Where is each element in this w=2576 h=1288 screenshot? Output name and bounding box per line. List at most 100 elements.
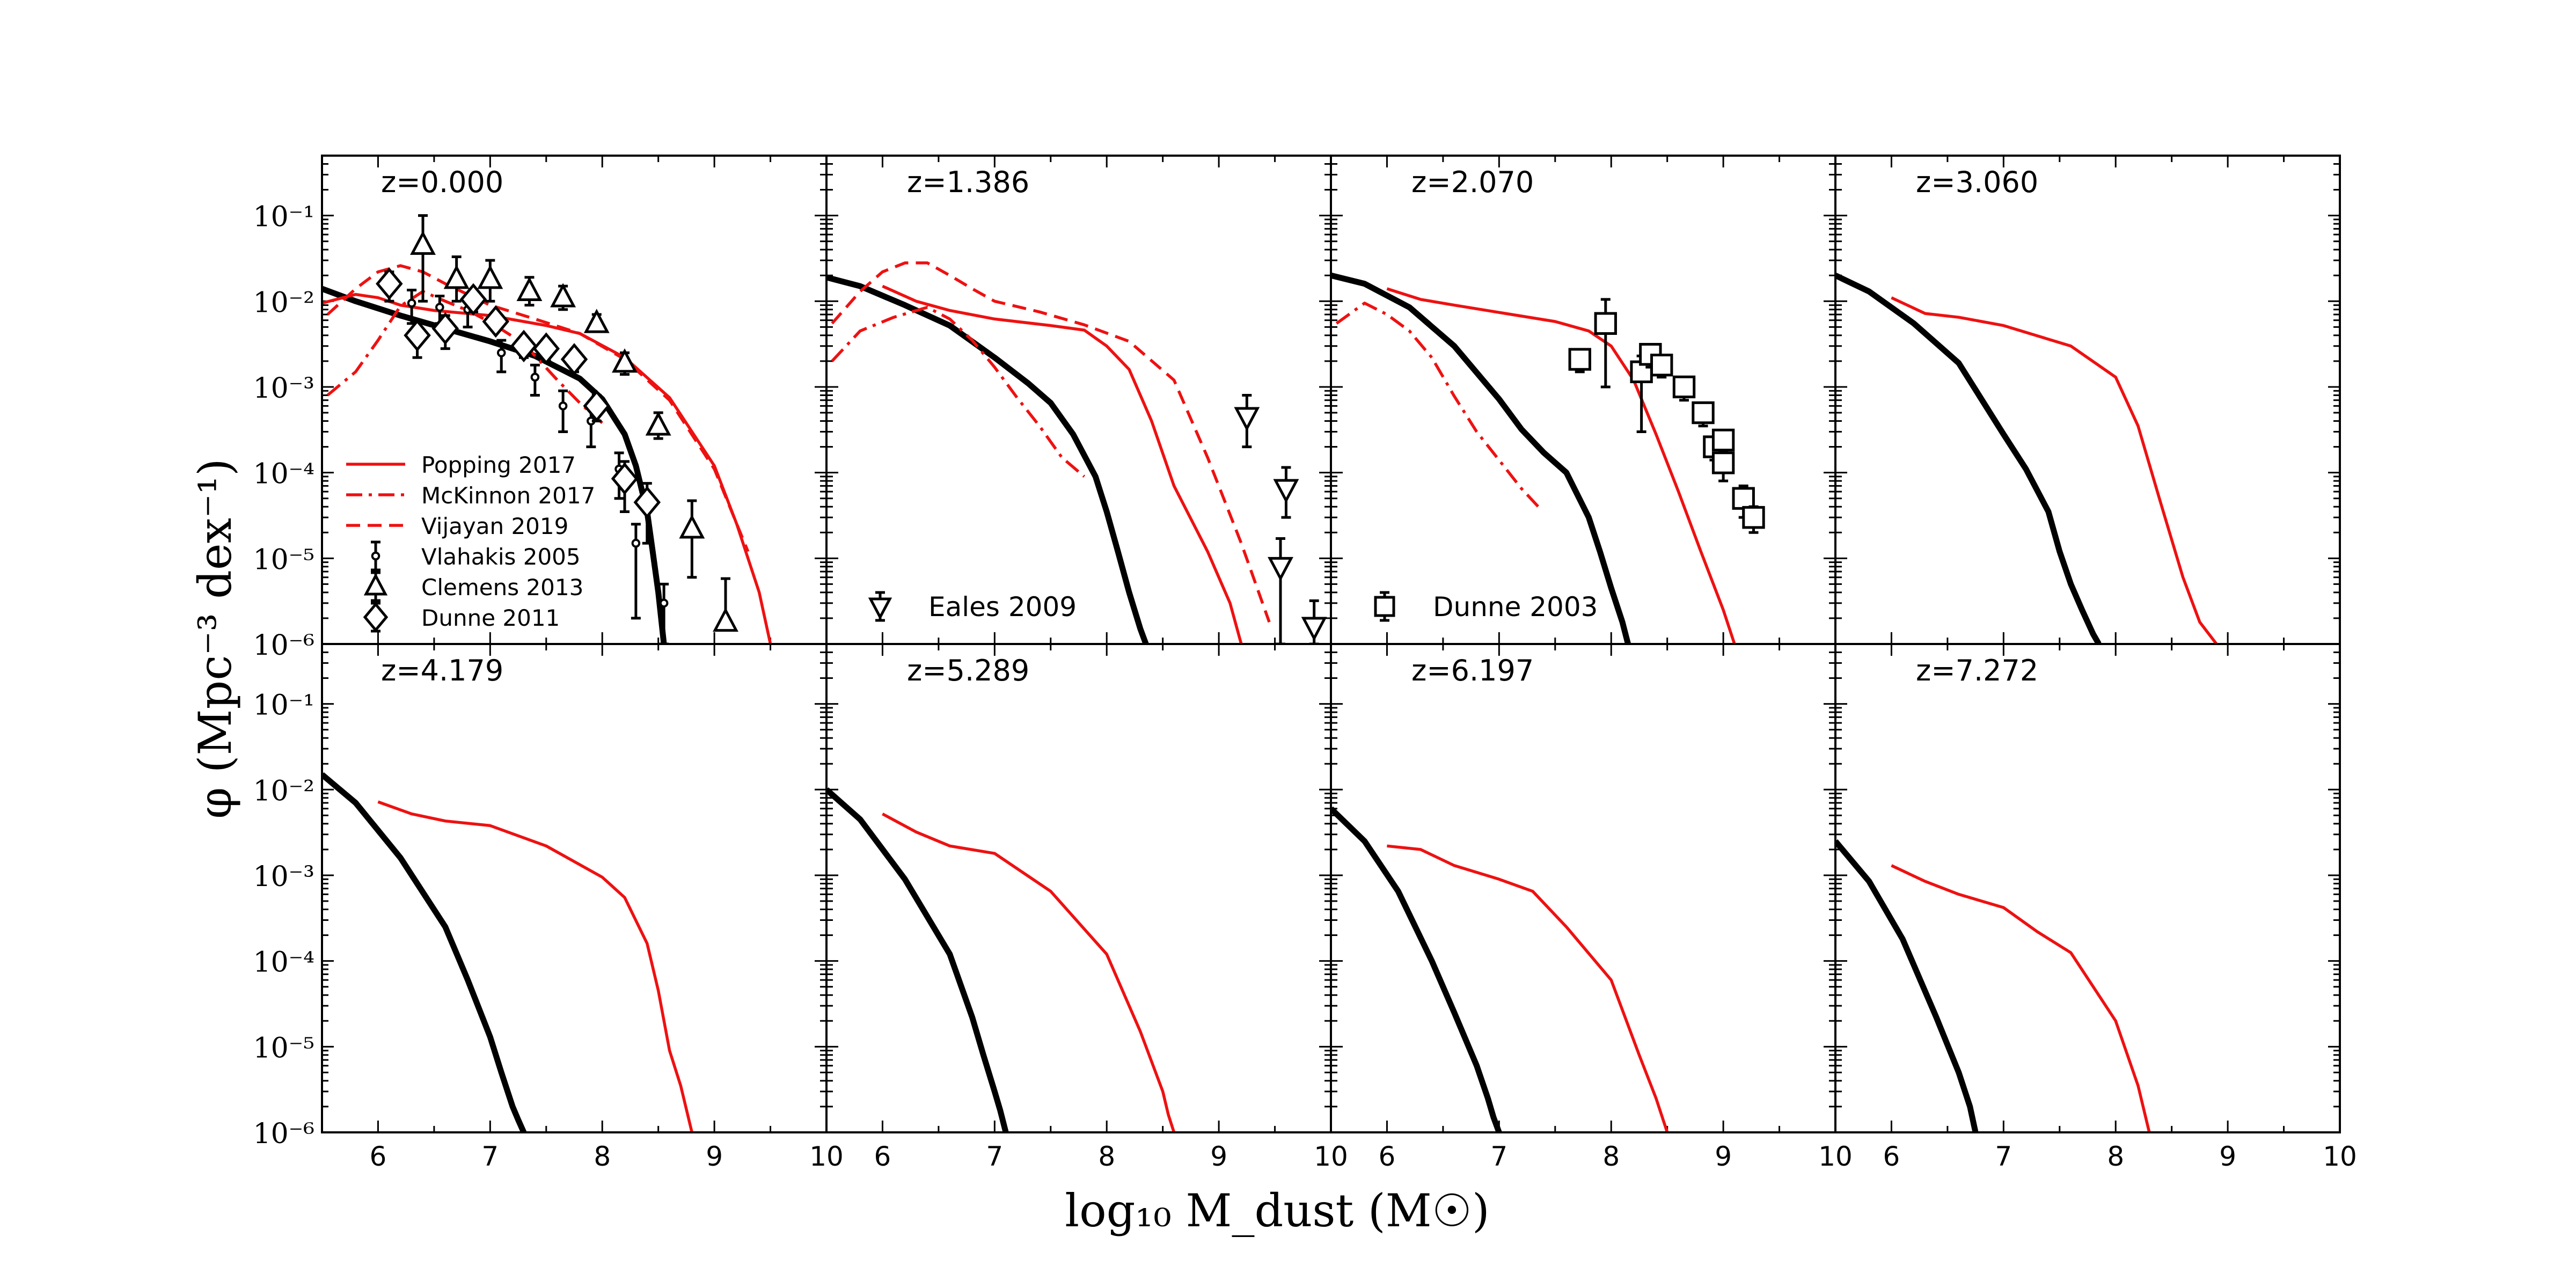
x-tick-label: 6 [1379, 1141, 1396, 1172]
y-tick-label: 10⁻² [253, 775, 314, 807]
legend-marker [363, 573, 388, 596]
panel-series-group [826, 261, 1327, 644]
marker-clemens-2013 [612, 348, 638, 373]
y-tick-label: 10⁻¹ [253, 690, 314, 722]
x-axis-label: log₁₀ M_dust (M☉) [1065, 1184, 1490, 1237]
marker-dunne-2003 [1672, 375, 1696, 399]
panel-series-group [1331, 272, 1765, 644]
panel-series-group [322, 772, 693, 1132]
marker-dunne-2011 [560, 343, 588, 376]
marker-dunne-2011 [510, 330, 538, 363]
legend-label: Popping 2017 [421, 452, 576, 478]
marker-vlahakis-2005 [496, 348, 506, 357]
y-tick-label: 10⁻⁶ [253, 630, 314, 662]
x-tick-label: 6 [370, 1141, 387, 1172]
x-tick-label: 6 [1883, 1141, 1900, 1172]
marker-dunne-2011 [482, 305, 510, 338]
marker-dunne-2003 [1711, 451, 1735, 474]
series-line-popping-2017 [1891, 296, 2218, 644]
x-tick-label: 9 [706, 1141, 723, 1172]
legend-entry-eales-2009: Eales 2009 [868, 591, 1077, 623]
x-tick-label: 9 [1210, 1141, 1227, 1172]
panel-title: z=2.070 [1411, 165, 1534, 199]
x-tick-label: 10 [1314, 1141, 1348, 1172]
panel-z0000: 10⁻⁶ 10⁻⁵ 10⁻⁴ 10⁻³ 10⁻² 10⁻¹ z=0.000 Popping 2… [253, 155, 828, 662]
x-tick-label: 9 [2219, 1141, 2236, 1172]
marker-dunne-2003 [1711, 428, 1735, 452]
marker-eales-2009 [1273, 479, 1299, 503]
marker-dunne-2011 [459, 283, 487, 316]
y-tick-label: 10⁻⁴ [253, 947, 314, 979]
series-line-popping-2017 [377, 800, 693, 1132]
marker-dunne-2003 [1568, 348, 1591, 371]
series-line-model [1331, 806, 1502, 1132]
series-line-mckinnon-2017 [326, 290, 604, 425]
series-line-model [1835, 273, 2102, 644]
series-line-vijayan-2019 [831, 261, 1271, 623]
marker-dunne-2011 [376, 267, 403, 301]
legend-label: Eales 2009 [928, 591, 1077, 623]
legend-marker [371, 551, 380, 561]
x-tick-label: 6 [874, 1141, 891, 1172]
series-line-model [826, 787, 1009, 1132]
legend-label: Vijayan 2019 [421, 513, 568, 539]
x-tick-label: 9 [1715, 1141, 1732, 1172]
y-tick-label: 10⁻⁴ [253, 458, 314, 491]
marker-clemens-2013 [443, 265, 470, 289]
x-tick-label: 7 [1995, 1141, 2012, 1172]
y-tick-label: 10⁻⁵ [253, 544, 314, 576]
marker-clemens-2013 [410, 230, 436, 255]
panel-z7272: 6 7 8 9 10 z=7.272 [1834, 643, 2357, 1172]
marker-dunne-2011 [404, 319, 431, 352]
legend-marker [1374, 596, 1395, 617]
x-tick-label: 7 [986, 1141, 1003, 1172]
marker-dunne-2011 [532, 332, 560, 365]
series-line-model [826, 274, 1149, 644]
legend-label: Dunne 2003 [1433, 591, 1598, 623]
marker-clemens-2013 [583, 309, 610, 333]
marker-dunne-2011 [633, 486, 661, 519]
marker-dunne-2003 [1692, 401, 1715, 425]
marker-clemens-2013 [645, 411, 671, 436]
marker-eales-2009 [1268, 557, 1293, 582]
marker-vlahakis-2005 [631, 538, 641, 548]
marker-clemens-2013 [516, 276, 543, 301]
panel-series-group [1835, 273, 2218, 644]
panel-z1386: z=1.386 Eales 2009 [825, 155, 1332, 645]
series-line-mckinnon-2017 [1335, 302, 1540, 508]
panel-z3060: z=3.060 [1834, 155, 2341, 645]
marker-clemens-2013 [477, 265, 503, 289]
legend-marker [363, 602, 389, 632]
marker-dunne-2011 [611, 462, 639, 495]
panel-title: z=5.289 [907, 654, 1029, 687]
legend-entry-dunne-2003: Dunne 2003 [1374, 591, 1598, 623]
series-line-model [1331, 272, 1631, 644]
series-line-popping-2017 [882, 284, 1243, 644]
x-tick-label: 10 [2323, 1141, 2357, 1172]
panel-series-group [322, 214, 772, 644]
y-axis-label: φ (Mpc⁻³ dex⁻¹) [189, 458, 241, 818]
marker-dunne-2003 [1650, 354, 1673, 377]
series-line-popping-2017 [882, 813, 1176, 1132]
y-tick-label: 10⁻³ [253, 372, 314, 405]
series-line-model [1835, 839, 1979, 1132]
series-line-popping-2017 [1386, 287, 1736, 644]
panel-z6197: 6 7 8 9 10 z=6.197 [1330, 643, 1853, 1172]
marker-vlahakis-2005 [407, 298, 416, 308]
panel-frame [1834, 643, 2341, 1133]
panel-series-group [1331, 806, 1669, 1132]
y-tick-label: 10⁻⁶ [253, 1118, 314, 1150]
marker-clemens-2013 [679, 514, 705, 539]
panel-title: z=1.386 [907, 165, 1029, 199]
panel-title: z=7.272 [1916, 654, 2038, 687]
x-tick-label: 7 [481, 1141, 499, 1172]
legend-entry-mckinnon-2017: McKinnon 2017 [346, 482, 595, 509]
panel-z2070: z=2.070 Dunne 2003 [1330, 155, 1836, 645]
panel-title: z=0.000 [381, 165, 503, 199]
marker-clemens-2013 [713, 607, 738, 632]
panel-z4179: 10⁻⁶ 10⁻⁵ 10⁻⁴ 10⁻³ 10⁻² 10⁻¹ 6 7 8 9 10 z=4.179 [253, 643, 844, 1172]
series-line-model [322, 772, 527, 1132]
x-tick-label: 10 [809, 1141, 844, 1172]
legend-entry-vlahakis-2005: Vlahakis 2005 [371, 540, 581, 572]
